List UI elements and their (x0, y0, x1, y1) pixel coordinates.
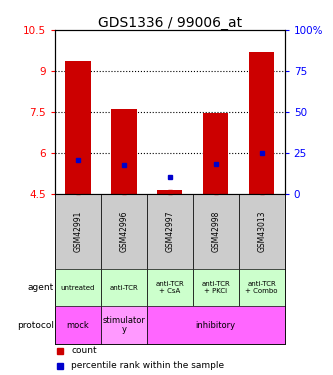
Bar (249, 52, 274, 194)
Bar (239, 269, 285, 306)
Bar (239, 194, 285, 269)
Text: anti-TCR
+ PKCi: anti-TCR + PKCi (201, 281, 230, 294)
Bar (147, 269, 193, 306)
Title: GDS1336 / 99006_at: GDS1336 / 99006_at (98, 16, 242, 30)
Text: percentile rank within the sample: percentile rank within the sample (71, 361, 224, 370)
Bar (193, 269, 239, 306)
Bar (111, 109, 137, 194)
Bar (101, 269, 147, 306)
Text: GSM43013: GSM43013 (257, 211, 266, 252)
Bar (147, 194, 193, 269)
Bar (101, 194, 147, 269)
Bar (55, 306, 101, 344)
Text: count: count (71, 346, 97, 355)
Text: inhibitory: inhibitory (196, 321, 236, 330)
Bar (55, 194, 101, 269)
Text: protocol: protocol (17, 321, 54, 330)
Text: anti-TCR: anti-TCR (110, 285, 138, 291)
Text: stimulator
y: stimulator y (103, 316, 145, 334)
Text: untreated: untreated (61, 285, 95, 291)
Text: anti-TCR
+ Combo: anti-TCR + Combo (245, 281, 278, 294)
Text: anti-TCR
+ CsA: anti-TCR + CsA (156, 281, 184, 294)
Bar (101, 306, 147, 344)
Bar (203, 113, 228, 194)
Text: GSM42996: GSM42996 (119, 211, 129, 252)
Text: GSM42998: GSM42998 (211, 211, 220, 252)
Bar (65, 62, 91, 194)
Text: mock: mock (67, 321, 89, 330)
Text: GSM42997: GSM42997 (165, 211, 174, 252)
Bar (157, 190, 182, 194)
Text: agent: agent (28, 283, 54, 292)
Bar (193, 194, 239, 269)
Bar (147, 306, 285, 344)
Bar (55, 269, 101, 306)
Text: GSM42991: GSM42991 (73, 211, 83, 252)
